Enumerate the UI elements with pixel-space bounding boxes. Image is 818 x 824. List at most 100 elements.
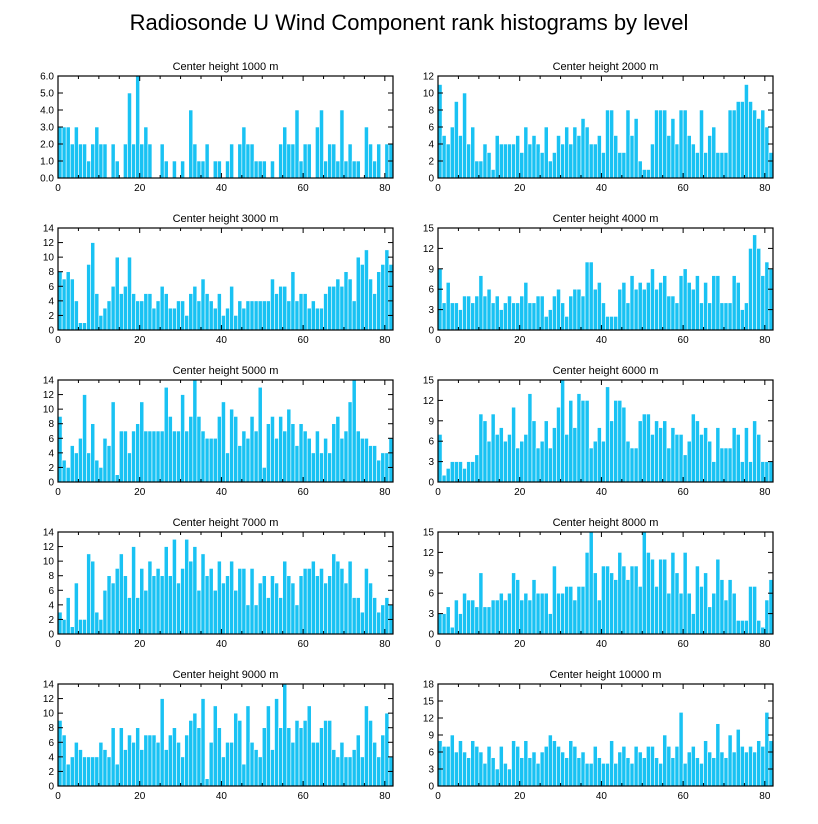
x-tick-label: 40 — [596, 487, 608, 498]
y-tick-label: 6 — [428, 123, 434, 134]
histogram-bar — [253, 604, 259, 635]
y-tick-label: 10 — [423, 89, 435, 100]
histogram-bar — [503, 763, 508, 787]
histogram-bar — [556, 406, 561, 483]
histogram-bar — [347, 401, 353, 483]
histogram-bar — [666, 592, 672, 635]
histogram-bar — [756, 740, 762, 787]
x-tick-label: 40 — [596, 335, 608, 346]
histogram-bar — [360, 756, 365, 787]
y-tick-label: 2 — [48, 615, 54, 626]
histogram-bar — [270, 416, 275, 483]
histogram-bar — [106, 300, 112, 331]
histogram-bar — [351, 300, 357, 331]
histogram-bar — [282, 560, 288, 635]
x-tick-label: 80 — [379, 487, 391, 498]
histogram-bar — [270, 160, 275, 179]
histogram-bar — [364, 568, 369, 635]
histogram-bar — [200, 278, 206, 331]
histogram-bar — [503, 440, 508, 483]
histogram-bar — [678, 109, 684, 179]
histogram-bar — [748, 586, 753, 635]
histogram-bar — [319, 109, 324, 179]
histogram-bar — [597, 135, 602, 179]
histogram-bar — [629, 447, 635, 483]
histogram-bar — [335, 416, 341, 483]
y-tick-label: 6 — [48, 434, 54, 445]
histogram-bar — [633, 746, 639, 787]
histogram-bar — [695, 420, 700, 483]
histogram-bar — [503, 599, 508, 635]
histogram-bar — [315, 126, 320, 179]
histogram-bar — [560, 379, 565, 483]
x-tick-label: 80 — [759, 183, 771, 194]
histogram-bar — [347, 143, 353, 179]
histogram-bar — [159, 143, 165, 179]
histogram-bar — [458, 613, 463, 635]
y-tick-label: 9 — [428, 568, 434, 579]
x-tick-label: 0 — [55, 639, 61, 650]
x-tick-label: 80 — [759, 335, 771, 346]
histogram-bar — [556, 135, 561, 179]
histogram-bar — [114, 568, 120, 635]
panel-title: Center height 6000 m — [553, 365, 659, 377]
histogram-bar — [135, 75, 141, 179]
histogram-bar — [253, 430, 259, 483]
histogram-bar — [458, 309, 463, 331]
histogram-bar — [196, 727, 202, 787]
histogram-bar — [523, 282, 529, 331]
y-tick-label: 4 — [48, 448, 54, 459]
y-tick-label: 5.0 — [40, 89, 54, 100]
histogram-bar — [139, 568, 145, 635]
plot-frame — [57, 227, 394, 331]
histogram-bar — [662, 275, 668, 331]
histogram-bar — [188, 109, 194, 179]
y-tick-label: 15 — [423, 697, 435, 708]
histogram-bar — [212, 307, 218, 331]
histogram-bar — [458, 740, 463, 787]
histogram-bar — [217, 416, 222, 483]
histogram-bar — [172, 307, 177, 331]
histogram-bar — [155, 430, 161, 483]
histogram-bar — [139, 749, 145, 787]
histogram-bar — [335, 560, 341, 635]
histogram-bar — [339, 285, 345, 331]
histogram-bar — [613, 400, 619, 483]
histogram-bar — [294, 720, 300, 787]
histogram-bar — [682, 268, 688, 331]
histogram-bar — [261, 575, 267, 635]
histogram-bar — [617, 400, 623, 483]
histogram-bar — [351, 597, 357, 635]
histogram-bar — [241, 763, 247, 787]
histogram-bar — [257, 300, 263, 331]
histogram-bar — [535, 763, 541, 787]
panel-6: Center height 6000 m 0 20 40 60 80 0 3 6 9 12 15 — [423, 365, 774, 498]
histogram-bar — [253, 160, 259, 179]
histogram-bar — [57, 720, 63, 787]
x-tick-label: 20 — [134, 639, 146, 650]
histogram-bar — [74, 452, 79, 483]
histogram-bar — [584, 763, 590, 787]
histogram-bar — [527, 599, 533, 635]
histogram-bar — [666, 447, 672, 483]
histogram-bar — [748, 248, 753, 331]
x-tick-label: 20 — [134, 183, 146, 194]
plot-frame — [437, 379, 774, 483]
histogram-bar — [621, 565, 627, 635]
histogram-bar — [764, 712, 770, 787]
histogram-bar — [208, 568, 214, 635]
histogram-bar — [331, 423, 337, 483]
histogram-bar — [597, 757, 602, 787]
histogram-bar — [98, 143, 104, 179]
histogram-bar — [470, 599, 476, 635]
histogram-bar — [208, 437, 214, 483]
x-tick-label: 20 — [514, 183, 526, 194]
histogram-bar — [102, 437, 108, 483]
histogram-bar — [564, 586, 570, 635]
histogram-bar — [147, 734, 153, 787]
histogram-bar — [449, 126, 455, 179]
histogram-bar — [98, 315, 104, 331]
histogram-bar — [180, 300, 185, 331]
histogram-bar — [560, 751, 565, 787]
histogram-bar — [707, 440, 713, 483]
